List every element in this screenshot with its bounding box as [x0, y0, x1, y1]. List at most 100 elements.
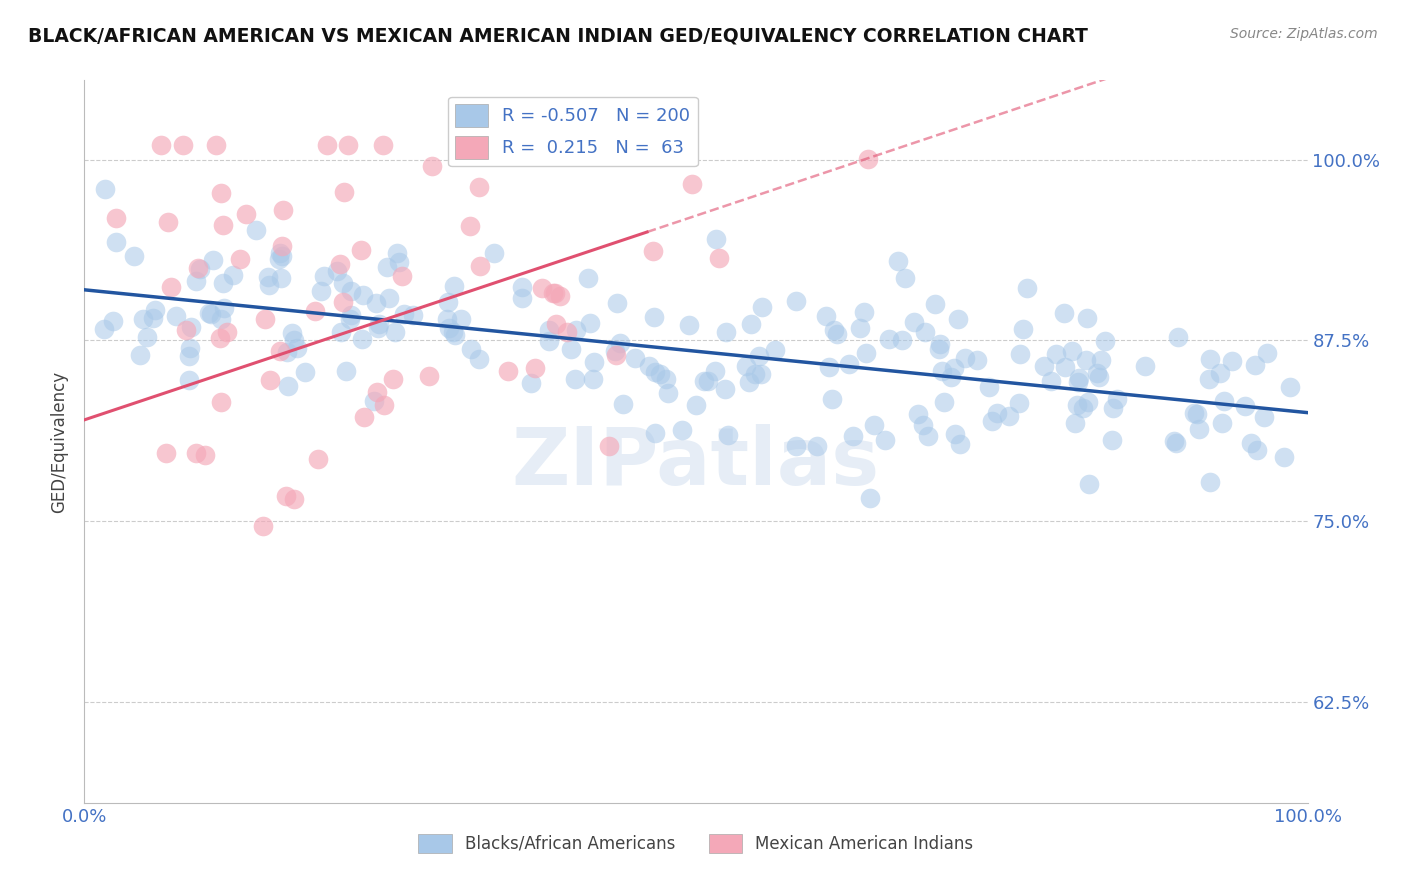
Point — [1222, 354, 1244, 368]
Point — [388, 255, 411, 269]
Point — [749, 367, 772, 381]
Point — [350, 244, 373, 258]
Point — [124, 249, 146, 263]
Point — [198, 306, 221, 320]
Point — [392, 307, 415, 321]
Point — [478, 138, 501, 153]
Point — [624, 351, 647, 365]
Point — [314, 268, 336, 283]
Point — [283, 492, 305, 507]
Point — [367, 318, 389, 332]
Point — [1188, 422, 1211, 436]
Point — [654, 372, 676, 386]
Point — [418, 369, 440, 384]
Point — [492, 138, 515, 153]
Point — [671, 423, 693, 437]
Point — [605, 344, 627, 359]
Point — [560, 342, 582, 356]
Point — [621, 138, 644, 153]
Point — [252, 519, 274, 533]
Point — [1087, 366, 1109, 380]
Point — [744, 368, 766, 382]
Point — [852, 305, 875, 319]
Point — [543, 285, 565, 300]
Point — [326, 263, 349, 277]
Point — [209, 186, 232, 200]
Point — [177, 349, 200, 363]
Point — [657, 385, 679, 400]
Point — [644, 425, 666, 440]
Point — [165, 309, 187, 323]
Point — [544, 285, 567, 300]
Point — [582, 371, 605, 385]
Point — [644, 365, 666, 379]
Point — [738, 375, 761, 389]
Point — [1045, 347, 1067, 361]
Point — [422, 159, 444, 173]
Point — [949, 437, 972, 451]
Point — [208, 331, 231, 345]
Point — [129, 348, 152, 362]
Point — [104, 235, 127, 250]
Point — [717, 427, 740, 442]
Point — [1060, 344, 1083, 359]
Point — [914, 325, 936, 339]
Point — [1198, 372, 1220, 386]
Point — [256, 270, 278, 285]
Point — [637, 359, 659, 373]
Point — [785, 440, 807, 454]
Point — [270, 271, 292, 285]
Point — [1187, 407, 1209, 421]
Point — [924, 297, 946, 311]
Point — [1233, 399, 1256, 413]
Point — [838, 357, 860, 371]
Point — [1211, 416, 1233, 430]
Point — [496, 364, 519, 378]
Point — [1167, 330, 1189, 344]
Point — [1011, 322, 1033, 336]
Point — [714, 382, 737, 396]
Point — [340, 308, 363, 322]
Point — [598, 439, 620, 453]
Point — [998, 409, 1021, 424]
Point — [105, 211, 128, 226]
Point — [1256, 346, 1278, 360]
Point — [641, 244, 664, 258]
Point — [1272, 450, 1295, 465]
Point — [381, 372, 404, 386]
Point — [735, 359, 758, 373]
Point — [131, 311, 153, 326]
Point — [271, 203, 294, 218]
Point — [437, 321, 460, 335]
Point — [946, 311, 969, 326]
Point — [179, 341, 201, 355]
Point — [352, 332, 374, 346]
Point — [271, 249, 294, 263]
Point — [142, 310, 165, 325]
Legend: Blacks/African Americans, Mexican American Indians: Blacks/African Americans, Mexican Americ… — [412, 827, 980, 860]
Point — [1094, 334, 1116, 348]
Point — [856, 153, 879, 167]
Point — [510, 291, 533, 305]
Point — [681, 177, 703, 191]
Point — [335, 364, 357, 378]
Point — [1246, 443, 1268, 458]
Point — [187, 260, 209, 275]
Point — [276, 489, 298, 503]
Point — [1078, 477, 1101, 491]
Point — [817, 359, 839, 374]
Point — [336, 138, 359, 153]
Point — [941, 370, 963, 384]
Point — [1199, 351, 1222, 366]
Point — [1064, 416, 1087, 430]
Point — [222, 268, 245, 282]
Point — [1008, 396, 1031, 410]
Text: BLACK/AFRICAN AMERICAN VS MEXICAN AMERICAN INDIAN GED/EQUIVALENCY CORRELATION CH: BLACK/AFRICAN AMERICAN VS MEXICAN AMERIC… — [28, 27, 1088, 45]
Point — [714, 325, 737, 339]
Text: ZIPatlas: ZIPatlas — [512, 425, 880, 502]
Point — [468, 179, 491, 194]
Text: Source: ZipAtlas.com: Source: ZipAtlas.com — [1230, 27, 1378, 41]
Point — [1077, 394, 1099, 409]
Point — [1101, 433, 1123, 447]
Point — [177, 373, 200, 387]
